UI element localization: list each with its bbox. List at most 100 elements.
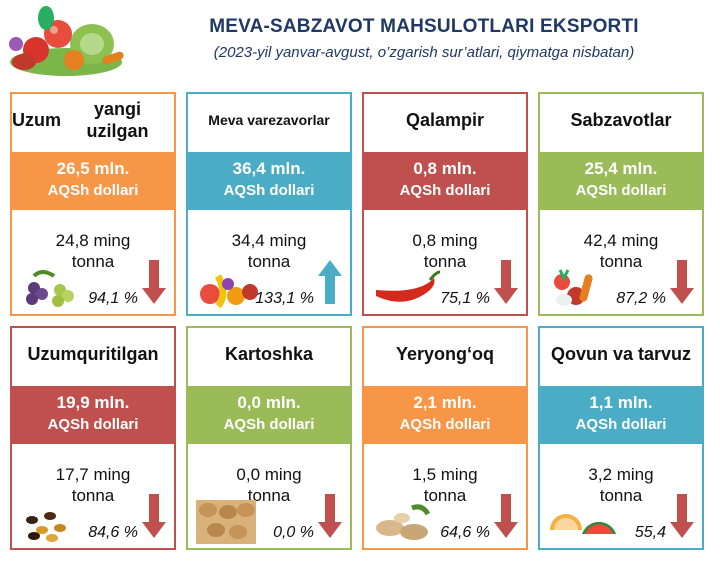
card-value-band: 1,1 mln. AQSh dollari [540,386,702,444]
card-unit: AQSh dollari [575,182,667,199]
card-name-line2: quritilgan [76,344,159,364]
card-change-percent: 133,1 % [255,290,314,307]
card-value-band: 0,0 mln. AQSh dollari [188,386,350,444]
card-value-band: 0,8 mln. AQSh dollari [364,152,526,210]
card-quantity-value: 3,2 ming [588,465,654,484]
card-unit: AQSh dollari [223,182,315,199]
arrow-down-icon [318,494,342,538]
card-change-percent: 87,2 % [616,290,666,307]
arrow-down-icon [494,494,518,538]
card-name-line1: Uzum [12,110,61,130]
page-subtitle: (2023-yil yanvar-avgust, o’zgarish sur’a… [213,44,635,61]
card-quantity-value: 24,8 ming [55,231,131,250]
export-card: Sabzavotlar 25,4 mln. AQSh dollari 42,4 min… [538,92,704,316]
arrow-down-icon [670,494,694,538]
export-card: Yeryong‘oq 2,1 mln. AQSh dollari 1,5 ming to… [362,326,528,550]
card-name-line2: rezavorlar [262,112,330,128]
peanuts-icon [376,504,431,540]
card-quantity-unit: tonna [71,252,115,271]
card-unit: AQSh dollari [575,416,667,433]
card-quantity-value: 34,4 ming [231,231,307,250]
arrow-down-icon [670,260,694,304]
card-change-percent: 75,1 % [440,290,490,307]
card-quantity-value: 0,8 ming [412,231,478,250]
card-quantity: 17,7 ming tonna [12,464,174,506]
melon-watermelon-icon [550,514,616,534]
card-quantity-unit: tonna [423,252,467,271]
card-name-line1: Qalampir [405,110,485,130]
card-quantity: 42,4 ming tonna [540,230,702,272]
card-change-percent: 64,6 % [440,524,490,541]
card-value: 25,4 mln. [584,159,658,178]
card-quantity: 1,5 ming tonna [364,464,526,506]
potatoes-icon [196,500,256,544]
card-value: 26,5 mln. [56,159,130,178]
export-card: Meva va rezavorlar 36,4 mln. AQSh dollari 34… [186,92,352,316]
card-value-band: 36,4 mln. AQSh dollari [188,152,350,210]
card-quantity-value: 17,7 ming [55,465,131,484]
card-change-percent: 84,6 % [88,524,138,541]
card-quantity: 24,8 ming tonna [12,230,174,272]
card-product-name: Qovun va tarvuz [540,328,702,380]
card-value-band: 2,1 mln. AQSh dollari [364,386,526,444]
card-name-line1: Sabzavotlar [570,110,672,130]
vegetables-icon [554,269,593,306]
page-title: MEVA-SABZAVOT MAHSULOTLARI EKSPORTI [209,16,639,37]
card-product-name: Sabzavotlar [540,94,702,146]
card-quantity-unit: tonna [599,252,643,271]
card-quantity: 34,4 ming tonna [188,230,350,272]
card-unit: AQSh dollari [223,416,315,433]
card-change-percent: 94,1 % [88,290,138,307]
card-quantity-unit: tonna [599,486,643,505]
export-card: Uzum yangi uzilgan 26,5 mln. AQSh dollari 24… [10,92,176,316]
grapes-icon [26,270,74,307]
card-value-band: 25,4 mln. AQSh dollari [540,152,702,210]
card-quantity-unit: tonna [423,486,467,505]
card-product-name: Yeryong‘oq [364,328,526,380]
card-value-band: 26,5 mln. AQSh dollari [12,152,174,210]
card-quantity: 3,2 ming tonna [540,464,702,506]
arrow-up-icon [318,260,342,304]
card-product-name: Uzum yangi uzilgan [12,94,174,146]
card-quantity-unit: tonna [247,252,291,271]
card-value: 0,8 mln. [413,159,477,178]
card-quantity-unit: tonna [247,486,291,505]
card-quantity: 0,0 ming tonna [188,464,350,506]
card-value: 19,9 mln. [56,393,130,412]
card-product-name: Uzum quritilgan [12,328,174,380]
card-product-name: Qalampir [364,94,526,146]
card-quantity-value: 1,5 ming [412,465,478,484]
export-card: Qovun va tarvuz 1,1 mln. AQSh dollari 3,2 m… [538,326,704,550]
card-name-line1: Qovun va tarvuz [550,344,692,364]
chili-pepper-icon [376,270,441,302]
card-unit: AQSh dollari [47,416,139,433]
export-card: Kartoshka 0,0 mln. AQSh dollari 0,0 ming ton… [186,326,352,550]
card-quantity-value: 0,0 ming [236,465,302,484]
card-unit: AQSh dollari [399,416,491,433]
card-product-name: Kartoshka [188,328,350,380]
card-name-line1: Uzum [27,344,77,364]
card-product-name: Meva va rezavorlar [188,94,350,146]
card-unit: AQSh dollari [399,182,491,199]
fruit-basket-icon [200,274,258,309]
card-change-percent: 55,4 [634,524,666,541]
card-quantity-unit: tonna [71,486,115,505]
card-value: 2,1 mln. [413,393,477,412]
vegetables-header-illustration [9,6,124,76]
card-value: 1,1 mln. [589,393,653,412]
card-name-line1: Yeryong‘oq [395,344,494,364]
card-change-percent: 0,0 % [273,524,314,541]
card-name-line2: yangi uzilgan [86,99,149,141]
card-name-line1: Kartoshka [224,344,314,364]
card-value: 36,4 mln. [232,159,306,178]
card-unit: AQSh dollari [47,182,139,199]
card-name-line1: Meva va [208,112,263,128]
card-value-band: 19,9 mln. AQSh dollari [12,386,174,444]
card-quantity-value: 42,4 ming [583,231,659,250]
arrow-down-icon [142,260,166,304]
export-card: Uzum quritilgan 19,9 mln. AQSh dollari 17,7 … [10,326,176,550]
export-card: Qalampir 0,8 mln. AQSh dollari 0,8 ming tonn… [362,92,528,316]
card-quantity: 0,8 ming tonna [364,230,526,272]
card-value: 0,0 mln. [237,393,301,412]
arrow-down-icon [142,494,166,538]
